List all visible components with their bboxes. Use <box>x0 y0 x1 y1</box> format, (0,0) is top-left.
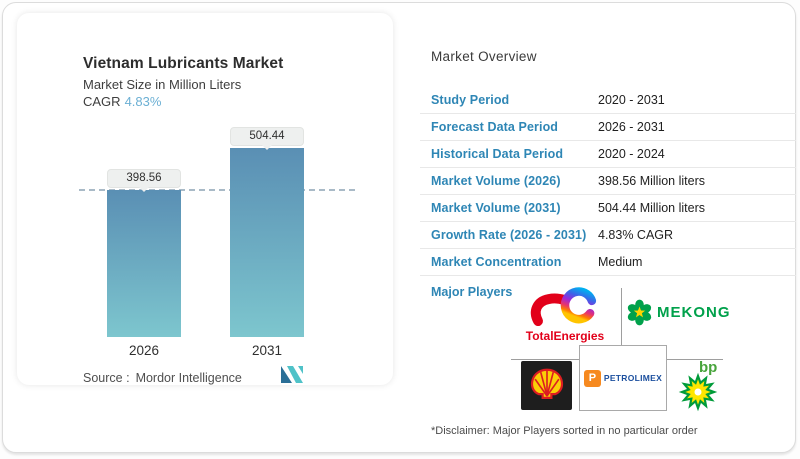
shell-logo-icon <box>521 361 572 410</box>
bp-wordmark: bp <box>699 359 718 376</box>
source-name: Mordor Intelligence <box>135 371 242 385</box>
badge-caret <box>262 145 272 150</box>
row-value: 2026 - 2031 <box>598 120 665 134</box>
source-row: Source : Mordor Intelligence <box>83 371 242 385</box>
source-label: Source : <box>83 371 130 385</box>
row-label: Forecast Data Period <box>431 120 559 134</box>
row-label: Market Volume (2031) <box>431 201 561 215</box>
table-row: Market Volume (2031) 504.44 Million lite… <box>420 195 796 222</box>
major-players-logos: TotalEnergies MEKONG <box>503 275 800 421</box>
x-axis-label-2026: 2026 <box>128 343 160 358</box>
logo-grid-divider-vertical <box>621 288 622 359</box>
row-value: Medium <box>598 255 643 269</box>
overview-table: Study Period 2020 - 2031 Forecast Data P… <box>420 87 796 276</box>
row-label: Historical Data Period <box>431 147 564 161</box>
bp-helios-icon <box>678 372 718 412</box>
chart-cagr-line: CAGR 4.83% <box>83 94 161 109</box>
reference-dashed-line <box>79 189 355 191</box>
mekong-logo-icon <box>627 299 652 326</box>
row-value: 4.83% CAGR <box>598 228 674 242</box>
value-badge-2026-text: 398.56 <box>126 172 162 184</box>
totalenergies-wordmark: TotalEnergies <box>525 329 605 343</box>
chart-card: Vietnam Lubricants Market Market Size in… <box>17 13 393 385</box>
table-row: Market Volume (2026) 398.56 Million lite… <box>420 168 796 195</box>
table-row: Growth Rate (2026 - 2031) 4.83% CAGR <box>420 222 796 249</box>
overview-heading: Market Overview <box>431 49 537 64</box>
value-badge-2031-text: 504.44 <box>249 130 285 142</box>
row-value: 398.56 Million liters <box>598 174 705 188</box>
chart-subtitle: Market Size in Million Liters <box>83 77 242 92</box>
row-label: Market Volume (2026) <box>431 174 561 188</box>
cagr-value: 4.83% <box>124 94 162 109</box>
badge-caret <box>139 187 149 192</box>
disclaimer-text: *Disclaimer: Major Players sorted in no … <box>431 425 698 437</box>
report-card-frame: Vietnam Lubricants Market Market Size in… <box>2 2 796 453</box>
mekong-wordmark: MEKONG <box>657 304 731 321</box>
major-players-label: Major Players <box>431 285 513 299</box>
row-label: Study Period <box>431 93 510 107</box>
shell-pecten-icon <box>530 368 563 399</box>
row-label: Growth Rate (2026 - 2031) <box>431 228 587 242</box>
row-value: 2020 - 2024 <box>598 147 665 161</box>
mordor-intelligence-logo-icon <box>281 366 303 383</box>
totalenergies-logo-icon <box>530 287 597 327</box>
x-axis-label-2031: 2031 <box>251 343 283 358</box>
row-label: Market Concentration <box>431 255 562 269</box>
table-row: Market Concentration Medium <box>420 249 796 276</box>
petrolimex-logo-icon: P <box>583 369 601 387</box>
table-row: Study Period 2020 - 2031 <box>420 87 796 114</box>
table-row: Forecast Data Period 2026 - 2031 <box>420 114 796 141</box>
row-value: 504.44 Million liters <box>598 201 705 215</box>
row-value: 2020 - 2031 <box>598 93 665 107</box>
bar-2026 <box>107 190 181 337</box>
chart-title: Vietnam Lubricants Market <box>83 55 284 72</box>
table-row: Historical Data Period 2020 - 2024 <box>420 141 796 168</box>
value-badge-2031: 504.44 <box>230 127 304 150</box>
petrolimex-logo: P PETROLIMEX <box>579 345 667 411</box>
value-badge-2026: 398.56 <box>107 169 181 192</box>
bar-2031 <box>230 148 304 337</box>
cagr-label: CAGR <box>83 94 121 109</box>
petrolimex-wordmark: PETROLIMEX <box>603 373 663 383</box>
